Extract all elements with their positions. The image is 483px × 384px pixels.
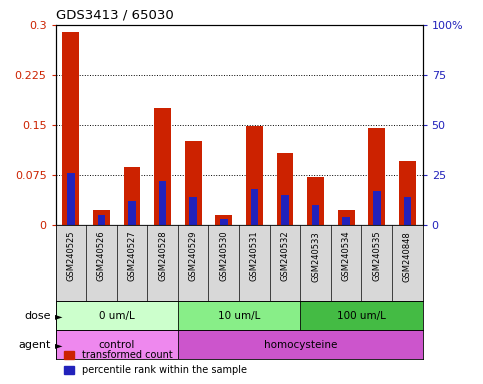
- Bar: [307, 177, 324, 225]
- Text: GSM240532: GSM240532: [281, 231, 289, 281]
- Bar: [178, 301, 300, 330]
- Bar: [403, 197, 411, 225]
- Text: GSM240526: GSM240526: [97, 231, 106, 281]
- Bar: [159, 181, 167, 225]
- Bar: [67, 173, 75, 225]
- Bar: [128, 201, 136, 225]
- Bar: [300, 301, 423, 330]
- Text: ►: ►: [55, 339, 62, 350]
- Bar: [185, 141, 201, 225]
- Text: GDS3413 / 65030: GDS3413 / 65030: [56, 9, 173, 22]
- Bar: [220, 218, 227, 225]
- Bar: [62, 31, 79, 225]
- Bar: [56, 301, 178, 330]
- Text: 100 um/L: 100 um/L: [337, 311, 386, 321]
- Bar: [56, 330, 178, 359]
- Text: ►: ►: [55, 311, 62, 321]
- Text: 10 um/L: 10 um/L: [218, 311, 260, 321]
- Bar: [246, 126, 263, 225]
- Text: GSM240529: GSM240529: [189, 231, 198, 281]
- Text: agent: agent: [18, 339, 51, 350]
- Bar: [312, 205, 319, 225]
- Text: GSM240535: GSM240535: [372, 231, 381, 281]
- Bar: [342, 217, 350, 225]
- Text: homocysteine: homocysteine: [264, 339, 337, 350]
- Bar: [178, 330, 423, 359]
- Text: GSM240533: GSM240533: [311, 231, 320, 281]
- Bar: [369, 128, 385, 225]
- Bar: [215, 215, 232, 225]
- Text: GSM240525: GSM240525: [66, 231, 75, 281]
- Bar: [338, 210, 355, 225]
- Legend: transformed count, percentile rank within the sample: transformed count, percentile rank withi…: [60, 346, 251, 379]
- Text: 0 um/L: 0 um/L: [99, 311, 135, 321]
- Bar: [124, 167, 141, 225]
- Text: GSM240528: GSM240528: [158, 231, 167, 281]
- Text: GSM240527: GSM240527: [128, 231, 137, 281]
- Text: GSM240848: GSM240848: [403, 231, 412, 281]
- Text: GSM240531: GSM240531: [250, 231, 259, 281]
- Bar: [399, 161, 416, 225]
- Bar: [98, 215, 105, 225]
- Bar: [154, 108, 171, 225]
- Bar: [373, 191, 381, 225]
- Bar: [281, 195, 289, 225]
- Bar: [251, 189, 258, 225]
- Text: GSM240530: GSM240530: [219, 231, 228, 281]
- Bar: [277, 153, 293, 225]
- Bar: [189, 197, 197, 225]
- Bar: [93, 210, 110, 225]
- Text: control: control: [99, 339, 135, 350]
- Text: GSM240534: GSM240534: [341, 231, 351, 281]
- Text: dose: dose: [24, 311, 51, 321]
